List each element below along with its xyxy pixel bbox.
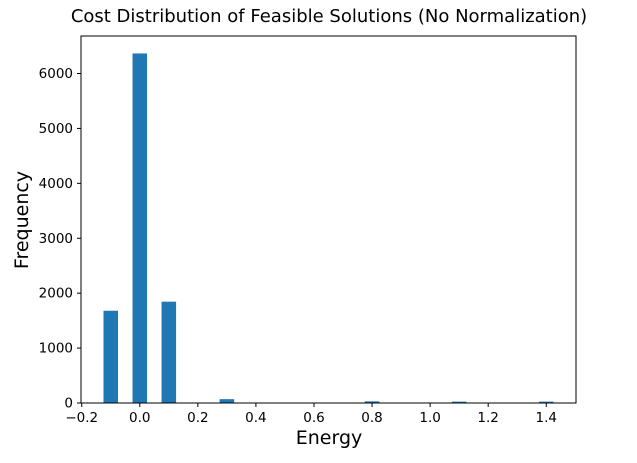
- y-axis-label: Frequency: [11, 170, 33, 270]
- histogram-bar: [451, 401, 467, 403]
- x-tick-label: 1.0: [419, 410, 440, 426]
- x-tick-label: 0.0: [129, 410, 150, 426]
- histogram-bar: [538, 401, 554, 403]
- axes-background: [81, 36, 576, 403]
- x-tick-label: 0.6: [303, 410, 324, 426]
- x-tick-label: 0.4: [245, 410, 266, 426]
- x-tick-label: 1.2: [477, 410, 498, 426]
- y-tick-label: 2000: [39, 286, 73, 302]
- x-tick-label: 0.8: [361, 410, 382, 426]
- chart-title: Cost Distribution of Feasible Solutions …: [70, 6, 588, 27]
- y-tick-label: 0: [64, 396, 73, 412]
- x-axis-label: Energy: [295, 427, 363, 449]
- x-tick-label: −0.2: [65, 410, 98, 426]
- histogram-bar: [132, 53, 148, 404]
- axes-spines: [80, 35, 577, 404]
- histogram-bar: [219, 399, 235, 403]
- y-tick-label: 3000: [39, 231, 73, 247]
- x-tick-label: 1.4: [535, 410, 556, 426]
- y-tick-label: 6000: [39, 66, 73, 82]
- y-tick-label: 5000: [39, 121, 73, 137]
- y-tick-label: 4000: [39, 176, 73, 192]
- x-tick-label: 0.2: [187, 410, 208, 426]
- histogram-bar: [103, 310, 119, 403]
- y-tick-label: 1000: [39, 341, 73, 357]
- histogram-bar: [364, 401, 380, 403]
- histogram-bar: [161, 301, 177, 403]
